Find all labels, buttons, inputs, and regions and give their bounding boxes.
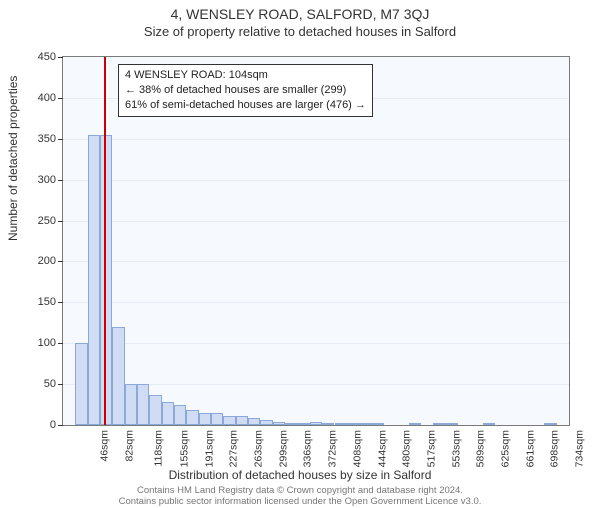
ytick-label: 250 — [16, 215, 56, 227]
xtick-label: 299sqm — [277, 430, 289, 467]
ytick-mark — [58, 221, 63, 222]
xtick-label: 589sqm — [475, 430, 487, 467]
chart-footer: Contains HM Land Registry data © Crown c… — [0, 486, 600, 508]
callout-box: 4 WENSLEY ROAD: 104sqm← 38% of detached … — [118, 64, 373, 117]
ytick-label: 150 — [16, 296, 56, 308]
chart-title-main: 4, WENSLEY ROAD, SALFORD, M7 3QJ — [0, 6, 600, 22]
ytick-mark — [58, 98, 63, 99]
xtick-label: 444sqm — [376, 430, 388, 467]
histogram-bar — [112, 327, 124, 425]
histogram-bar — [347, 423, 359, 425]
histogram-bar — [372, 423, 384, 425]
xtick-label: 553sqm — [450, 430, 462, 467]
histogram-bar — [483, 423, 495, 425]
histogram-bar — [310, 422, 322, 425]
histogram-bar — [409, 423, 421, 425]
histogram-bar — [211, 413, 223, 425]
ytick-label: 50 — [16, 378, 56, 390]
chart-title-sub: Size of property relative to detached ho… — [0, 24, 600, 39]
histogram-bar — [186, 410, 198, 425]
chart-plot-area: 4 WENSLEY ROAD: 104sqm← 38% of detached … — [62, 56, 570, 426]
ytick-label: 350 — [16, 133, 56, 145]
histogram-bar — [285, 423, 297, 425]
histogram-bar — [162, 402, 174, 425]
ytick-mark — [58, 139, 63, 140]
xtick-label: 372sqm — [327, 430, 339, 467]
histogram-bar — [199, 413, 211, 425]
callout-line-1: 4 WENSLEY ROAD: 104sqm — [125, 68, 366, 83]
ytick-label: 300 — [16, 174, 56, 186]
histogram-bar — [223, 416, 235, 425]
xtick-label: 661sqm — [524, 430, 536, 467]
ytick-mark — [58, 261, 63, 262]
xtick-label: 191sqm — [203, 430, 215, 467]
ytick-mark — [58, 425, 63, 426]
ytick-mark — [58, 57, 63, 58]
xtick-label: 118sqm — [153, 430, 165, 467]
ytick-mark — [58, 302, 63, 303]
histogram-bar — [297, 423, 309, 425]
histogram-bar — [236, 416, 248, 425]
gridline — [63, 261, 569, 262]
property-marker-line — [104, 57, 106, 425]
xtick-label: 480sqm — [401, 430, 413, 467]
xtick-label: 155sqm — [178, 430, 190, 467]
histogram-bar — [273, 422, 285, 425]
xtick-label: 408sqm — [351, 430, 363, 467]
callout-line-2: ← 38% of detached houses are smaller (29… — [125, 83, 366, 98]
footer-line-2: Contains public sector information licen… — [0, 497, 600, 508]
xtick-label: 698sqm — [549, 430, 561, 467]
gridline — [63, 221, 569, 222]
ytick-label: 100 — [16, 337, 56, 349]
histogram-bar — [149, 395, 161, 425]
xtick-label: 336sqm — [302, 430, 314, 467]
ytick-mark — [58, 343, 63, 344]
gridline — [63, 343, 569, 344]
histogram-bar — [125, 384, 137, 425]
histogram-bar — [433, 423, 445, 425]
ytick-label: 200 — [16, 255, 56, 267]
ytick-label: 450 — [16, 51, 56, 63]
histogram-bar — [137, 384, 149, 425]
ytick-mark — [58, 384, 63, 385]
gridline — [63, 180, 569, 181]
xtick-label: 517sqm — [425, 430, 437, 467]
ytick-mark — [58, 180, 63, 181]
xtick-label: 227sqm — [228, 430, 240, 467]
xtick-label: 734sqm — [573, 430, 585, 467]
ytick-label: 400 — [16, 92, 56, 104]
histogram-bar — [174, 405, 186, 425]
callout-line-3: 61% of semi-detached houses are larger (… — [125, 98, 366, 113]
xtick-label: 625sqm — [499, 430, 511, 467]
gridline — [63, 302, 569, 303]
histogram-bar — [335, 423, 347, 425]
xtick-label: 46sqm — [99, 430, 111, 462]
ytick-label: 0 — [16, 419, 56, 431]
histogram-bar — [359, 423, 371, 425]
histogram-bar — [322, 423, 334, 425]
xtick-label: 263sqm — [252, 430, 264, 467]
histogram-bar — [260, 420, 272, 425]
x-axis-title: Distribution of detached houses by size … — [0, 468, 600, 482]
xtick-label: 82sqm — [123, 430, 135, 462]
histogram-bar — [75, 343, 87, 425]
histogram-bar — [544, 423, 556, 425]
histogram-bar — [248, 418, 260, 425]
histogram-bar — [88, 135, 100, 425]
gridline — [63, 139, 569, 140]
histogram-bar — [446, 423, 458, 425]
